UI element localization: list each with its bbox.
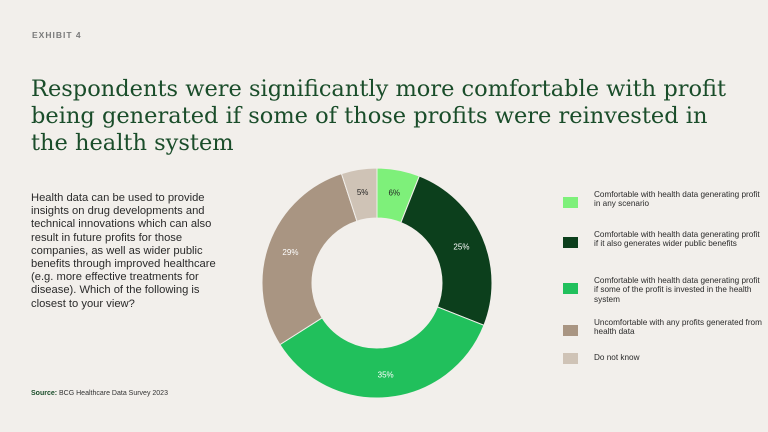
legend-swatch	[563, 353, 578, 364]
slice-value-label: 35%	[378, 371, 394, 380]
page-title: Respondents were significantly more comf…	[31, 76, 727, 156]
legend-label: Comfortable with health data generating …	[594, 190, 760, 209]
exhibit-label: EXHIBIT 4	[32, 30, 82, 40]
donut-slice	[261, 172, 358, 346]
slice-value-label: 5%	[357, 188, 369, 197]
legend-label: Comfortable with health data generating …	[594, 276, 760, 304]
legend-swatch	[563, 325, 578, 336]
survey-question: Health data can be used to provide insig…	[31, 192, 216, 310]
legend-swatch	[563, 197, 578, 208]
legend-label: Comfortable with health data generating …	[594, 230, 760, 249]
legend-swatch	[563, 283, 578, 294]
source-note: Source: BCG Healthcare Data Survey 2023	[31, 390, 168, 397]
donut-slice	[400, 175, 493, 326]
donut-slice	[279, 306, 485, 399]
slice-value-label: 6%	[388, 189, 400, 198]
slice-value-label: 29%	[282, 248, 298, 257]
legend-swatch	[563, 237, 578, 248]
legend-label: Uncomfortable with any profits generated…	[594, 318, 762, 337]
donut-slice	[340, 167, 378, 222]
source-label: Source:	[31, 390, 58, 397]
source-text: BCG Healthcare Data Survey 2023	[59, 390, 168, 397]
legend-label: Do not know	[594, 353, 640, 362]
slice-value-label: 25%	[453, 242, 469, 251]
donut-chart: 6% 25% 35% 29% 5%	[261, 167, 493, 399]
